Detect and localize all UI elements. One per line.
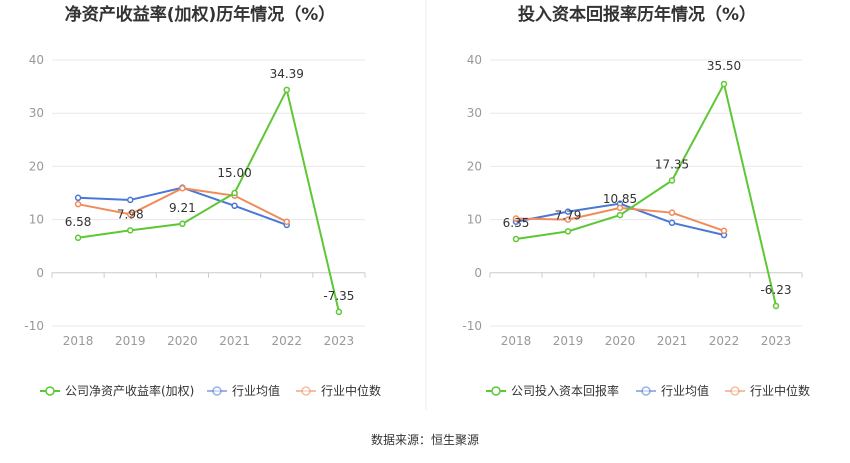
x-tick-label: 2020	[605, 334, 636, 348]
legend-label: 行业中位数	[750, 383, 810, 398]
data-point	[616, 204, 624, 212]
legend-swatch-marker	[730, 386, 740, 396]
x-tick-label: 2022	[271, 334, 302, 348]
x-tick-label: 2021	[219, 334, 250, 348]
x-tick-label: 2019	[553, 334, 584, 348]
data-point	[512, 235, 520, 243]
y-tick-label: 30	[467, 106, 482, 120]
chart-panel-roic: 投入资本回报率历年情况（%） 40 30 20 10 0 -10 2018 2019 2020 2…	[462, 4, 810, 398]
data-point	[668, 219, 676, 227]
legend-label: 公司净资产收益率(加权)	[65, 383, 194, 398]
data-point	[127, 211, 134, 218]
data-point	[564, 208, 572, 215]
chart-title: 净资产收益率(加权)历年情况（%）	[65, 4, 336, 25]
data-point	[74, 234, 82, 242]
data-point	[127, 227, 134, 234]
data-label: 10.85	[603, 192, 637, 206]
company-line	[77, 86, 340, 313]
data-point	[512, 215, 520, 222]
data-label: -6.23	[760, 283, 791, 297]
data-point	[74, 200, 82, 208]
y-tick-label: 10	[467, 213, 482, 227]
legend-label: 公司投入资本回报率	[511, 383, 619, 398]
data-label: 34.39	[270, 67, 304, 81]
legend-swatch-marker	[45, 386, 55, 396]
data-label: 17.35	[655, 157, 689, 171]
data-label: 9.21	[169, 201, 196, 215]
data-point	[720, 80, 728, 88]
data-label: 6.58	[65, 215, 92, 229]
data-label: 35.50	[707, 59, 741, 73]
data-point	[668, 177, 676, 184]
y-tick-label: 20	[467, 159, 482, 173]
legend-item-industry-average-line: 行业均值	[207, 383, 280, 398]
legend-item-company-line: 公司投入资本回报率	[486, 383, 619, 398]
data-point	[564, 216, 572, 223]
data-point	[720, 227, 728, 235]
data-point	[668, 209, 676, 216]
data-point	[616, 211, 624, 219]
legend-label: 行业均值	[232, 383, 280, 398]
x-tick-label: 2023	[324, 334, 355, 348]
data-source-note: 数据来源：恒生聚源	[370, 433, 479, 447]
data-point	[127, 196, 134, 204]
data-point	[179, 184, 186, 192]
data-point	[564, 228, 572, 235]
y-tick-label: 20	[29, 159, 44, 173]
y-tick-label: 0	[36, 266, 44, 280]
data-point	[231, 202, 238, 210]
data-label: 15.00	[217, 166, 251, 180]
x-tick-label: 2022	[709, 334, 740, 348]
legend-swatch-marker	[212, 386, 222, 396]
company-line	[515, 81, 777, 307]
data-point	[335, 308, 343, 316]
data-label: 7.98	[117, 207, 144, 221]
x-tick-label: 2021	[657, 334, 688, 348]
x-tick-label: 2018	[63, 334, 94, 348]
y-tick-label: 0	[474, 266, 482, 280]
y-tick-label: 30	[29, 106, 44, 120]
legend-label: 行业均值	[661, 383, 709, 398]
x-tick-label: 2023	[761, 334, 792, 348]
legend-item-industry-average-line: 行业均值	[636, 383, 709, 398]
data-point	[74, 194, 82, 202]
data-point	[283, 86, 290, 94]
y-tick-label: -10	[462, 319, 482, 333]
chart-panel-roe: 净资产收益率(加权)历年情况（%） 40 30 20 10 0 -10 2018 2019 20…	[24, 4, 381, 398]
legend-label: 行业中位数	[321, 383, 381, 398]
y-tick-label: 40	[29, 53, 44, 67]
legend-swatch-marker	[641, 386, 651, 396]
data-point	[772, 302, 780, 310]
data-label: 7.79	[555, 208, 582, 222]
legend-item-industry-median-line: 行业中位数	[296, 383, 381, 398]
legend-item-company-line: 公司净资产收益率(加权)	[40, 383, 194, 398]
data-point	[231, 189, 238, 197]
data-point	[179, 220, 186, 228]
legend-swatch-marker	[491, 386, 501, 396]
x-tick-label: 2018	[501, 334, 532, 348]
x-tick-label: 2019	[115, 334, 146, 348]
legend-item-industry-median-line: 行业中位数	[725, 383, 810, 398]
data-label: -7.35	[323, 289, 354, 303]
y-tick-label: 10	[29, 213, 44, 227]
data-point	[283, 218, 290, 225]
x-tick-label: 2020	[167, 334, 198, 348]
data-label: 6.35	[503, 216, 530, 230]
legend-swatch-marker	[301, 386, 311, 396]
y-tick-label: -10	[24, 319, 44, 333]
chart-title: 投入资本回报率历年情况（%）	[518, 4, 756, 25]
y-tick-label: 40	[467, 53, 482, 67]
